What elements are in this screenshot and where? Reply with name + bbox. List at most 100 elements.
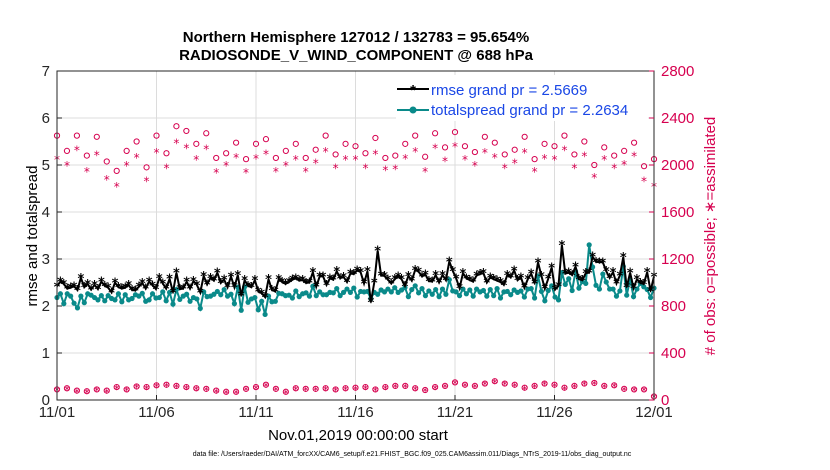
rmse-point: * (518, 271, 525, 286)
spread-point (429, 291, 435, 297)
rmse-point: * (333, 265, 340, 280)
spread-point (214, 288, 220, 295)
obs-assimilated-point: * (104, 173, 110, 187)
spread-point (57, 291, 64, 297)
rmse-point: * (593, 256, 600, 271)
spread-point (392, 285, 398, 291)
obs-assimilated-low-point: * (621, 384, 627, 398)
rmse-point: * (142, 283, 149, 298)
obs-assimilated-point: * (412, 145, 418, 159)
obs-possible-low-point (392, 382, 399, 389)
obs-assimilated-point: * (253, 152, 259, 166)
obs-possible-point (471, 148, 478, 156)
spread-point (115, 291, 122, 297)
spread-point (422, 293, 429, 299)
rmse-point: * (487, 271, 494, 286)
spread-point (610, 286, 616, 292)
spread-point (388, 289, 394, 295)
y-right-tick-label: 2400 (661, 110, 694, 127)
obs-assimilated-point: * (163, 161, 169, 175)
spread-point (166, 289, 173, 295)
obs-assimilated-low-point: * (402, 381, 408, 395)
obs-possible-point (262, 136, 270, 143)
obs-possible-low-point (362, 383, 369, 391)
spread-point (293, 288, 299, 294)
obs-assimilated-low-point: * (323, 383, 329, 397)
rmse-point: * (419, 270, 426, 285)
rmse-point: * (439, 269, 446, 284)
obs-possible-low-point (372, 386, 379, 393)
obs-assimilated-point: * (144, 174, 150, 188)
rmse-point: * (408, 275, 415, 290)
obs-possible-low-point (631, 386, 638, 393)
obs-possible-point (640, 163, 648, 170)
obs-assimilated-point: * (591, 171, 597, 185)
obs-possible-point (611, 152, 618, 159)
rmse-point: * (449, 265, 456, 280)
spread-point (436, 294, 442, 300)
obs-assimilated-low-point: * (333, 385, 339, 399)
rmse-point: * (562, 268, 569, 283)
rmse-point: * (405, 270, 412, 285)
rmse-point: * (190, 275, 197, 290)
spread-point (470, 293, 476, 299)
rmse-point: * (552, 284, 559, 299)
spread-point (586, 242, 592, 248)
obs-possible-point (362, 150, 369, 157)
rmse-point: * (470, 276, 477, 291)
obs-possible-point (412, 132, 419, 139)
spread-point (310, 283, 316, 289)
rmse-point: * (313, 281, 320, 296)
spread-point (494, 286, 500, 292)
x-axis: 11/01 11/06 11/11 11/16 11/21 11/26 12/01 (39, 395, 673, 421)
obs-possible-low-point (193, 385, 200, 392)
rmse-point: * (576, 273, 583, 288)
obs-assimilated-point: * (512, 157, 518, 171)
rmse-point: * (122, 282, 129, 297)
rmse-point: * (429, 276, 436, 291)
obs-possible-low-point (511, 381, 518, 388)
rmse-point: * (385, 274, 392, 289)
obs-possible-point (541, 140, 548, 147)
rmse-point: * (599, 256, 606, 271)
obs-possible-point (491, 139, 498, 146)
spread-point (119, 299, 125, 305)
spread-point (187, 298, 193, 304)
rmse-point: * (149, 279, 156, 294)
y-left-tick-label: 0 (42, 392, 50, 409)
obs-possible-low-point (382, 383, 389, 391)
obs-possible-point (601, 144, 608, 151)
rmse-point: * (265, 273, 272, 288)
obs-possible-point (63, 147, 71, 154)
obs-possible-low-point (252, 383, 260, 391)
obs-assimilated-point: * (522, 146, 528, 160)
rmse-point: * (555, 280, 562, 295)
obs-assimilated-low-point: * (601, 381, 607, 395)
rmse-point: * (238, 290, 245, 305)
spread-point (630, 294, 637, 300)
y-axis-right-label: # of obs: o=possible; ∗=assimilated (702, 117, 719, 356)
rmse-point: * (627, 267, 634, 282)
obs-assimilated-point: * (611, 161, 617, 175)
legend-spread-label: totalspread grand pr = 2.2634 (431, 102, 628, 119)
rmse-point: * (395, 270, 402, 285)
legend-rmse-label: rmse grand pr = 2.5669 (431, 82, 587, 99)
rmse-point: * (644, 266, 651, 281)
spread-point (467, 287, 473, 293)
rmse-point: * (337, 272, 344, 287)
spread-point (228, 291, 234, 297)
obs-possible-point (571, 151, 578, 158)
obs-assimilated-low-point: * (353, 383, 359, 397)
legend: * rmse grand pr = 2.5669 totalspread gra… (396, 75, 648, 121)
spread-point (416, 290, 422, 296)
obs-possible-point (73, 132, 81, 139)
obs-assimilated-low-point: * (561, 383, 567, 397)
obs-possible-point (312, 146, 319, 153)
obs-assimilated-low-point: * (173, 381, 179, 395)
y-right-tick-label: 400 (661, 345, 686, 362)
spread-point (306, 293, 313, 299)
spread-point (122, 292, 128, 298)
obs-possible-point (203, 130, 210, 137)
rmse-point: * (183, 276, 190, 291)
obs-assimilated-low-point: * (362, 382, 368, 396)
